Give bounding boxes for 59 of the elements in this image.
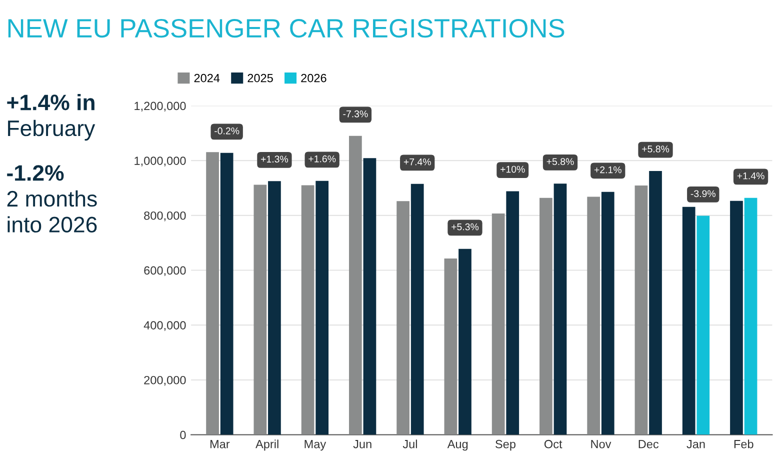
bar	[601, 192, 614, 435]
bar	[696, 216, 710, 435]
legend-label: 2026	[301, 74, 326, 82]
annotation: -3.9%	[690, 190, 716, 198]
x-tick-label: Feb	[734, 440, 754, 448]
bar	[254, 184, 267, 435]
annotation: +1.3%	[261, 156, 288, 163]
text: +1.4% in February	[7, 94, 96, 141]
annotation: +10%	[500, 166, 525, 173]
legend-label: 2025	[248, 74, 273, 82]
bar	[396, 201, 410, 435]
x-tick-label: Jan	[686, 440, 705, 448]
annotation: +2.1%	[594, 166, 622, 174]
bar	[492, 214, 505, 435]
bar	[410, 184, 424, 435]
text: -1.2% 2 months into 2026	[7, 165, 97, 233]
bar	[363, 158, 376, 435]
y-tick-label: 600,000	[144, 266, 186, 276]
bar	[649, 171, 662, 435]
x-tick-label: April	[256, 440, 278, 451]
y-tick-label: 1,200,000	[134, 102, 186, 112]
bar	[458, 248, 472, 435]
bar	[634, 186, 648, 435]
x-tick-label: Nov	[591, 440, 612, 448]
x-tick-label: Sep	[496, 440, 516, 451]
bar	[744, 198, 758, 435]
y-tick-label: 0	[180, 430, 186, 440]
x-tick-label: Jul	[402, 440, 417, 448]
annotation: +5.8%	[642, 146, 670, 152]
y-tick-label: 1,000,000	[134, 156, 186, 166]
bar	[316, 180, 329, 435]
y-tick-label: 800,000	[144, 211, 186, 222]
bar	[206, 152, 219, 435]
bar	[220, 152, 234, 435]
bar	[587, 196, 600, 435]
x-tick-label: May	[304, 440, 326, 451]
x-tick-label: Aug	[447, 440, 468, 451]
legend-label: 2024	[194, 74, 220, 82]
annotation: -7.3%	[343, 110, 368, 118]
annotation: -0.2%	[214, 127, 240, 134]
chart-title: NEW EU PASSENGER CAR REGISTRATIONS	[8, 18, 564, 38]
annotation: +5.8%	[546, 158, 574, 166]
annotation: +7.4%	[404, 158, 431, 166]
bar	[506, 191, 520, 435]
annotation: +1.6%	[308, 155, 336, 162]
y-tick-label: 400,000	[144, 321, 186, 331]
bar	[348, 136, 362, 435]
bar	[301, 185, 314, 435]
bar	[268, 181, 281, 435]
x-tick-label: Oct	[544, 440, 562, 448]
y-tick-label: 200,000	[144, 376, 186, 386]
annotation: +5.3%	[452, 223, 479, 230]
x-tick-label: Dec	[638, 440, 659, 448]
bar	[444, 258, 458, 435]
bar	[554, 184, 567, 435]
x-tick-label: Mar	[210, 440, 230, 448]
x-tick-label: Jun	[353, 440, 372, 448]
annotation: +1.4%	[737, 172, 764, 180]
bar	[540, 198, 552, 435]
